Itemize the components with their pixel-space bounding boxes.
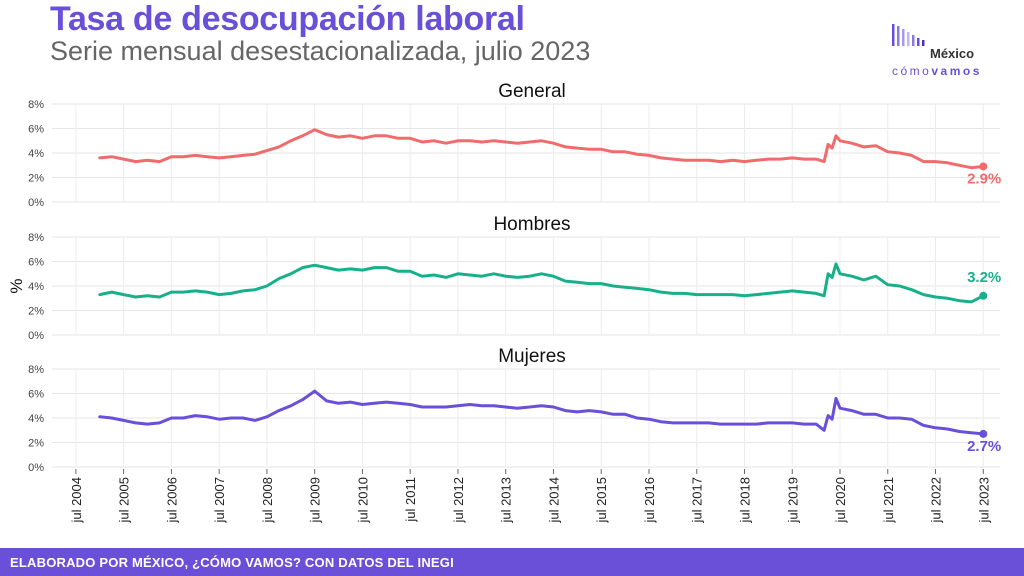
series-line-general (98, 128, 985, 170)
page-title: Tasa de desocupación laboral (50, 0, 525, 38)
x-tick-label: jul 2017 (690, 477, 705, 524)
x-tick-label: jul 2016 (642, 477, 657, 524)
y-tick-label: 0% (28, 330, 44, 342)
x-tick-label: jul 2004 (69, 477, 84, 524)
page-subtitle: Serie mensual desestacionalizada, julio … (50, 36, 591, 66)
series-line-mujeres (98, 389, 985, 436)
panel-title: Hombres (493, 214, 570, 235)
x-tick-label: jul 2012 (451, 477, 466, 524)
end-value-label: 3.2% (967, 269, 1001, 286)
end-value-label: 2.7% (967, 438, 1001, 455)
footer-bar: ELABORADO POR MÉXICO, ¿CÓMO VAMOS? CON D… (0, 548, 1024, 576)
x-tick-label: jul 2005 (117, 477, 132, 524)
logo-text-mexico: México (930, 46, 975, 61)
y-tick-label: 4% (28, 413, 44, 425)
y-tick-label: 4% (28, 148, 44, 160)
x-tick-label: jul 2007 (212, 477, 227, 524)
series-line-hombres (98, 262, 985, 304)
x-tick-label: jul 2022 (929, 477, 944, 524)
panel-title: Mujeres (498, 346, 566, 367)
y-tick-label: 8% (28, 99, 44, 111)
x-tick-label: jul 2009 (308, 477, 323, 524)
x-tick-label: jul 2021 (881, 477, 896, 524)
x-tick-label: jul 2019 (785, 477, 800, 524)
y-tick-label: 8% (28, 364, 44, 376)
logo-bars-icon (892, 24, 925, 46)
logo-text-como-vamos: cómovamos (892, 64, 982, 78)
y-tick-label: 2% (28, 438, 44, 450)
end-point (979, 291, 988, 300)
y-tick-label: 6% (28, 124, 44, 136)
footer-source-text: ELABORADO POR MÉXICO, ¿CÓMO VAMOS? CON D… (10, 555, 454, 570)
y-tick-label: 2% (28, 306, 44, 318)
y-axis-label: % (7, 278, 26, 293)
y-tick-label: 4% (28, 281, 44, 293)
x-tick-label: jul 2015 (594, 477, 609, 524)
x-tick-label: jul 2008 (260, 477, 275, 524)
x-tick-label: jul 2020 (833, 477, 848, 524)
y-tick-label: 6% (28, 389, 44, 401)
end-point (979, 429, 988, 438)
y-tick-label: 0% (28, 197, 44, 209)
x-tick-label: jul 2014 (547, 477, 562, 524)
y-tick-label: 0% (28, 462, 44, 474)
end-point (979, 162, 988, 171)
panel-title: General (498, 81, 566, 102)
x-tick-label: jul 2010 (355, 477, 370, 524)
x-tick-label: jul 2018 (738, 477, 753, 524)
y-tick-label: 6% (28, 257, 44, 269)
y-tick-label: 8% (28, 232, 44, 244)
x-tick-label: jul 2013 (499, 477, 514, 524)
x-tick-label: jul 2023 (976, 477, 991, 524)
end-value-label: 2.9% (967, 170, 1001, 187)
unemployment-chart: 0% 2% 4% 6% 8% General 2.9% 0% 2% 4% 6% 8% Hombres 3.… (7, 81, 1001, 524)
mexico-como-vamos-logo: México cómovamos (890, 24, 1010, 84)
x-tick-label: jul 2011 (403, 477, 418, 523)
y-tick-label: 2% (28, 173, 44, 185)
x-tick-label: jul 2006 (164, 477, 179, 524)
